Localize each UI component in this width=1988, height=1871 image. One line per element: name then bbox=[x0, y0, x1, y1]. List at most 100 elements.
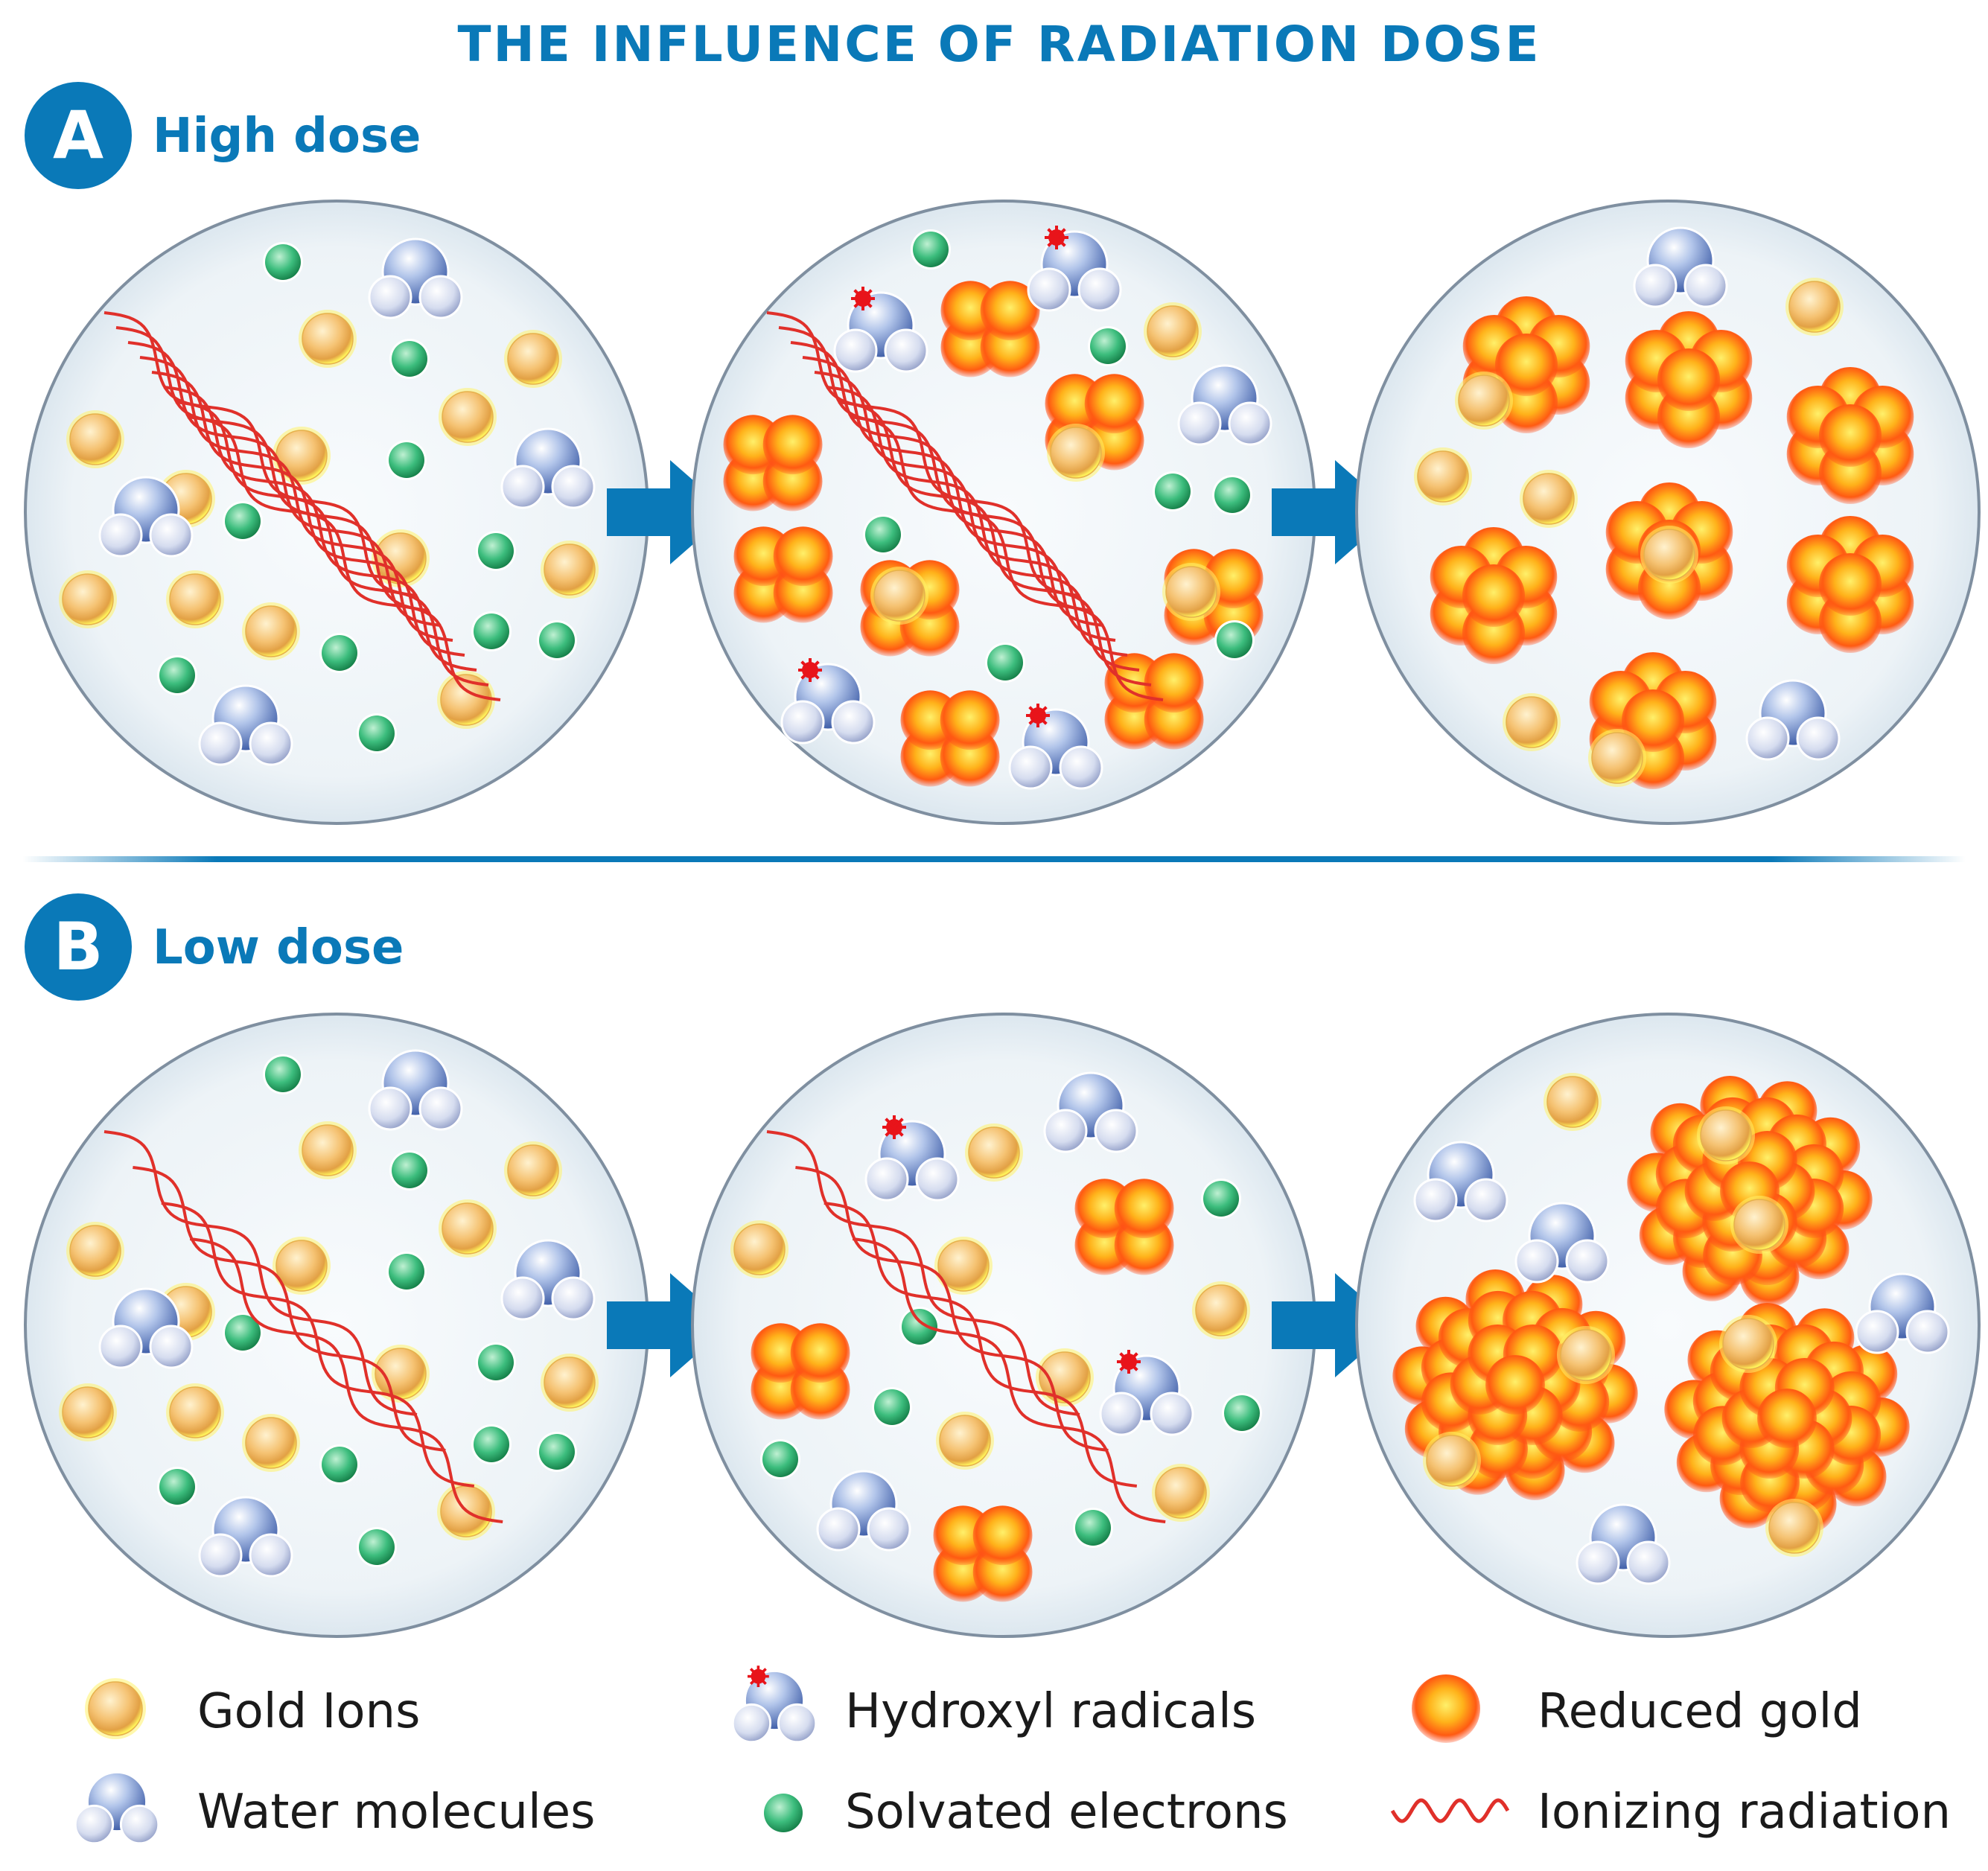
gold-ion-icon bbox=[1588, 729, 1646, 787]
gold-ion-icon bbox=[1543, 1073, 1602, 1131]
solvated-electron-icon bbox=[157, 655, 197, 695]
section-a-letter: A bbox=[53, 97, 103, 173]
gold-ion-icon bbox=[965, 1123, 1023, 1182]
gold-ion-icon bbox=[66, 1222, 124, 1280]
reduced-gold-cluster bbox=[1664, 1302, 1910, 1534]
gold-ion-icon bbox=[372, 1345, 430, 1403]
section-b-badge bbox=[25, 893, 132, 1001]
panel-high-dose-initial bbox=[24, 200, 649, 825]
legend: Gold Ions Hydroxyl radicals Reduced gold… bbox=[74, 1666, 1951, 1845]
gold-ion-icon bbox=[166, 570, 224, 628]
legend-label-gold-ions: Gold Ions bbox=[197, 1684, 420, 1739]
water-molecule-icon bbox=[74, 1770, 160, 1845]
gold-ion-icon bbox=[1162, 563, 1220, 621]
reduced-gold-cluster bbox=[1462, 296, 1590, 433]
gold-ion-icon bbox=[1455, 372, 1513, 430]
gold-ion-icon bbox=[273, 1237, 331, 1295]
gold-ion-icon bbox=[936, 1412, 994, 1470]
ionizing-radiation-beam-a1 bbox=[103, 311, 501, 701]
solvated-electron-icon bbox=[872, 1387, 912, 1427]
solvated-electron-icon bbox=[319, 633, 360, 673]
gold-ion-icon bbox=[66, 410, 124, 468]
solvated-electron-icon bbox=[985, 643, 1025, 683]
panel-high-dose-final bbox=[1355, 200, 1981, 825]
solvated-electron-icon bbox=[1212, 475, 1252, 515]
hydroxyl-radical-icon bbox=[833, 287, 928, 373]
gold-ion-icon bbox=[242, 602, 300, 660]
reduced-gold-cluster bbox=[940, 281, 1040, 377]
water-molecule-icon bbox=[368, 1049, 463, 1131]
ionizing-radiation-beam-b2 bbox=[766, 1130, 1166, 1523]
gold-ion-icon bbox=[1036, 1348, 1094, 1406]
solvated-electron-icon bbox=[263, 242, 303, 282]
gold-ion-icon bbox=[504, 330, 562, 388]
reduced-gold-cluster bbox=[723, 415, 823, 511]
gold-ion-icon bbox=[273, 427, 331, 485]
ionizing-radiation-beam-a2 bbox=[766, 311, 1164, 701]
gold-ion-icon bbox=[1423, 1432, 1481, 1490]
gold-ion-icon bbox=[1503, 693, 1561, 751]
solvated-electron-icon bbox=[389, 339, 430, 379]
reduced-gold-cluster bbox=[933, 1505, 1033, 1602]
legend-label-reduced-gold: Reduced gold bbox=[1538, 1684, 1862, 1739]
section-a-title: High dose bbox=[153, 109, 421, 164]
reduced-gold-cluster bbox=[733, 526, 833, 623]
gold-ion-icon bbox=[299, 1121, 357, 1179]
hydroxyl-radical-icon bbox=[780, 658, 876, 745]
gold-ion-icon bbox=[1785, 278, 1844, 336]
solvated-electron-icon bbox=[760, 1439, 800, 1479]
water-molecule-icon bbox=[500, 1239, 596, 1321]
water-molecule-icon bbox=[1633, 226, 1728, 308]
page-title: THE INFLUENCE OF RADIATION DOSE bbox=[457, 16, 1541, 73]
water-molecule-icon bbox=[1177, 364, 1272, 446]
reduced-gold-cluster bbox=[751, 1323, 850, 1420]
hydroxyl-radical-icon bbox=[864, 1115, 960, 1202]
legend-label-solvated-electrons: Solvated electrons bbox=[845, 1785, 1288, 1840]
solvated-electron-icon bbox=[537, 1432, 577, 1472]
legend-label-hydroxyl-radicals: Hydroxyl radicals bbox=[845, 1684, 1256, 1739]
gold-ion-icon bbox=[1414, 447, 1472, 506]
gold-ion-icon bbox=[1719, 1315, 1777, 1373]
solvated-electron-icon bbox=[157, 1467, 197, 1507]
gold-ion-icon bbox=[1152, 1464, 1210, 1522]
gold-ion-icon bbox=[1557, 1326, 1615, 1384]
gold-ion-icon bbox=[730, 1220, 788, 1278]
ionizing-radiation-icon bbox=[1390, 1798, 1510, 1823]
reduced-gold-cluster bbox=[1625, 311, 1753, 448]
section-b-letter: B bbox=[53, 908, 103, 985]
gold-ion-icon bbox=[1520, 470, 1578, 528]
water-molecule-icon bbox=[1043, 1071, 1138, 1153]
gold-ion-icon bbox=[1047, 424, 1105, 482]
solvated-electron-icon bbox=[389, 1150, 430, 1191]
reduced-gold-cluster bbox=[1627, 1075, 1873, 1307]
water-molecule-icon bbox=[1855, 1272, 1950, 1354]
section-b-title: Low dose bbox=[153, 920, 404, 975]
panel-low-dose-middle bbox=[691, 1013, 1316, 1638]
water-molecule-icon bbox=[98, 1287, 194, 1369]
gold-ion-icon bbox=[299, 310, 357, 368]
gold-ion-icon bbox=[242, 1414, 300, 1472]
panels bbox=[24, 200, 1981, 1638]
gold-ion-icon bbox=[166, 1383, 224, 1441]
reduced-gold-cluster bbox=[1430, 527, 1558, 664]
water-molecule-icon bbox=[1413, 1141, 1508, 1223]
gold-ion-icon bbox=[934, 1237, 993, 1295]
panel-low-dose-initial bbox=[24, 1013, 649, 1638]
water-molecule-icon bbox=[1576, 1503, 1671, 1585]
hydroxyl-radical-icon bbox=[1099, 1350, 1194, 1436]
gold-ion-icon bbox=[59, 1383, 117, 1441]
panel-low-dose-final bbox=[1355, 1013, 1981, 1638]
gold-ion-icon bbox=[541, 541, 599, 599]
solvated-electron-icon bbox=[476, 1342, 516, 1383]
hydroxyl-radical-icon bbox=[1027, 226, 1122, 312]
solvated-electron-icon bbox=[223, 501, 263, 541]
gold-ion-icon bbox=[1765, 1499, 1823, 1557]
solvated-electron-icon bbox=[1073, 1508, 1113, 1548]
section-b-header: B Low dose bbox=[25, 893, 404, 1001]
water-molecule-icon bbox=[500, 427, 596, 509]
solvated-electron-icon bbox=[1088, 326, 1128, 366]
gold-ion-icon bbox=[1730, 1196, 1788, 1254]
section-divider bbox=[22, 856, 1966, 862]
gold-ion-icon bbox=[1144, 302, 1202, 360]
